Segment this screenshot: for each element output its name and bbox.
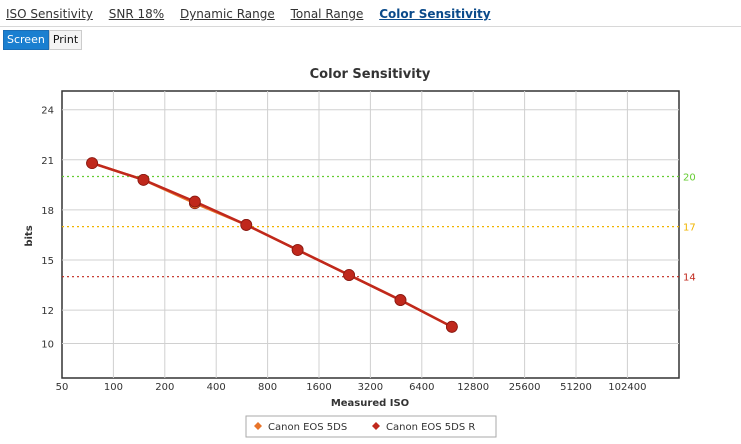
x-tick-labels: 50 100 200 400 800 1600 3200 6400 12800 25600 5120… — [56, 382, 647, 393]
x-tick-label: 6400 — [409, 382, 434, 393]
tab-bar: ISO Sensitivity SNR 18% Dynamic Range To… — [6, 7, 741, 25]
x-tick-label: 102400 — [608, 382, 646, 393]
x-tick-label: 1600 — [306, 382, 331, 393]
series-point — [394, 294, 407, 306]
legend-marker-5ds — [254, 422, 262, 430]
reference-line-label: 20 — [683, 173, 696, 184]
chart-title: Color Sensitivity — [310, 67, 431, 82]
legend-marker-5dsr — [372, 422, 380, 430]
y-tick-label: 12 — [41, 306, 54, 317]
series-point — [137, 173, 150, 186]
x-tick-label: 51200 — [560, 382, 592, 393]
series-point — [86, 157, 98, 170]
y-tick-labels: 24 21 18 15 12 10 — [41, 106, 54, 351]
tab-dynamic-range[interactable]: Dynamic Range — [179, 7, 275, 21]
tab-color-sensitivity[interactable]: Color Sensitivity — [379, 7, 491, 21]
y-tick-label: 15 — [41, 256, 54, 267]
x-tick-label: 100 — [104, 382, 123, 393]
y-tick-label: 18 — [41, 206, 54, 217]
legend-item-5ds[interactable]: Canon EOS 5DS — [254, 422, 347, 433]
series-point — [445, 320, 458, 333]
legend-box — [245, 415, 497, 438]
x-tick-label: 12800 — [457, 382, 489, 393]
legend-label-5ds: Canon EOS 5DS — [268, 422, 347, 433]
tab-divider — [0, 26, 741, 27]
x-tick-label: 50 — [56, 382, 69, 393]
series-point — [188, 195, 201, 208]
y-tick-label: 24 — [41, 106, 54, 117]
tab-snr-18[interactable]: SNR 18% — [108, 7, 165, 21]
series-line — [91, 161, 453, 328]
y-tick-label: 21 — [41, 156, 54, 167]
series-point — [343, 269, 355, 281]
x-tick-label: 3200 — [358, 382, 383, 393]
tab-tonal-range[interactable]: Tonal Range — [290, 7, 364, 21]
reference-lines: 20 17 14 — [62, 173, 696, 284]
reference-line-label: 14 — [683, 273, 696, 284]
x-tick-label: 800 — [258, 382, 277, 393]
series-point — [291, 244, 304, 256]
legend-item-5dsr[interactable]: Canon EOS 5DS R — [372, 422, 475, 433]
x-tick-label: 25600 — [509, 382, 541, 393]
x-tick-label: 200 — [155, 382, 174, 393]
legend: Canon EOS 5DS Canon EOS 5DS R — [245, 415, 497, 438]
print-button[interactable]: Print — [48, 30, 83, 50]
grid-lines — [62, 91, 679, 378]
y-tick-label: 10 — [41, 340, 54, 351]
screen-button[interactable]: Screen — [3, 30, 49, 50]
view-toggle: Screen Print — [3, 30, 83, 50]
legend-label-5dsr: Canon EOS 5DS R — [386, 422, 475, 433]
y-axis-label: bits — [24, 225, 35, 246]
reference-line-label: 17 — [683, 223, 696, 234]
tab-iso-sensitivity[interactable]: ISO Sensitivity — [6, 7, 93, 21]
x-tick-label: 400 — [207, 382, 226, 393]
series-point — [240, 219, 253, 231]
x-axis-label: Measured ISO — [331, 398, 409, 409]
series-layer — [86, 157, 458, 333]
